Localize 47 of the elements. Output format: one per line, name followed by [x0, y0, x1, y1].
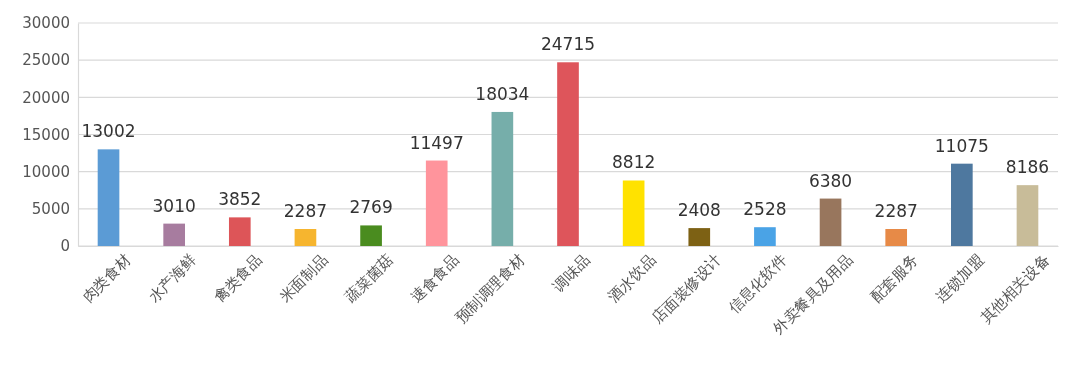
bar — [885, 229, 908, 246]
bar — [360, 225, 382, 246]
y-tick-label: 30000 — [22, 14, 70, 33]
bar — [622, 180, 645, 246]
y-tick-label: 15000 — [22, 125, 70, 144]
data-label: 18034 — [475, 83, 530, 104]
data-label: 3852 — [218, 189, 262, 210]
bar — [951, 163, 973, 246]
bar — [228, 217, 251, 246]
data-label: 2287 — [874, 201, 918, 221]
y-tick-label: 5000 — [31, 200, 70, 219]
data-label: 3010 — [152, 195, 196, 216]
data-label: 2408 — [677, 200, 721, 221]
x-tick-label: 肉类食材 — [78, 250, 135, 307]
data-label: 11497 — [409, 132, 464, 153]
y-tick-label: 10000 — [22, 162, 70, 181]
bar — [163, 223, 185, 246]
data-label: 8186 — [1005, 157, 1050, 178]
y-tick-label: 0 — [60, 237, 70, 256]
bar — [294, 229, 317, 246]
data-label: 24715 — [540, 34, 596, 55]
x-tick-label: 酒水饮品 — [604, 250, 660, 307]
bar — [425, 160, 448, 246]
x-tick-label: 连锁加盟 — [932, 250, 988, 307]
data-label: 2287 — [283, 201, 328, 221]
y-tick-label: 25000 — [22, 51, 70, 70]
bar — [754, 227, 776, 246]
data-label: 8812 — [612, 152, 656, 173]
data-label: 2528 — [743, 199, 787, 220]
x-tick-label: 速食食品 — [407, 250, 463, 307]
bar — [97, 149, 120, 246]
data-label: 6380 — [808, 170, 853, 191]
bar — [819, 198, 842, 246]
bar — [557, 62, 579, 246]
bar — [491, 111, 514, 246]
x-tick-label: 禽类食品 — [210, 250, 266, 307]
y-tick-label: 20000 — [22, 88, 70, 107]
x-tick-label: 调味品 — [549, 250, 594, 296]
bar — [1016, 185, 1039, 246]
x-tick-label: 米面制品 — [275, 250, 332, 307]
x-tick-label: 水产海鲜 — [144, 250, 200, 307]
data-label: 13002 — [81, 121, 136, 142]
data-label: 11075 — [934, 135, 989, 156]
x-tick-label: 蔬菜菌菇 — [341, 250, 397, 307]
bar — [688, 228, 711, 246]
x-tick-label: 配套服务 — [866, 250, 922, 307]
data-label: 2769 — [349, 197, 393, 218]
